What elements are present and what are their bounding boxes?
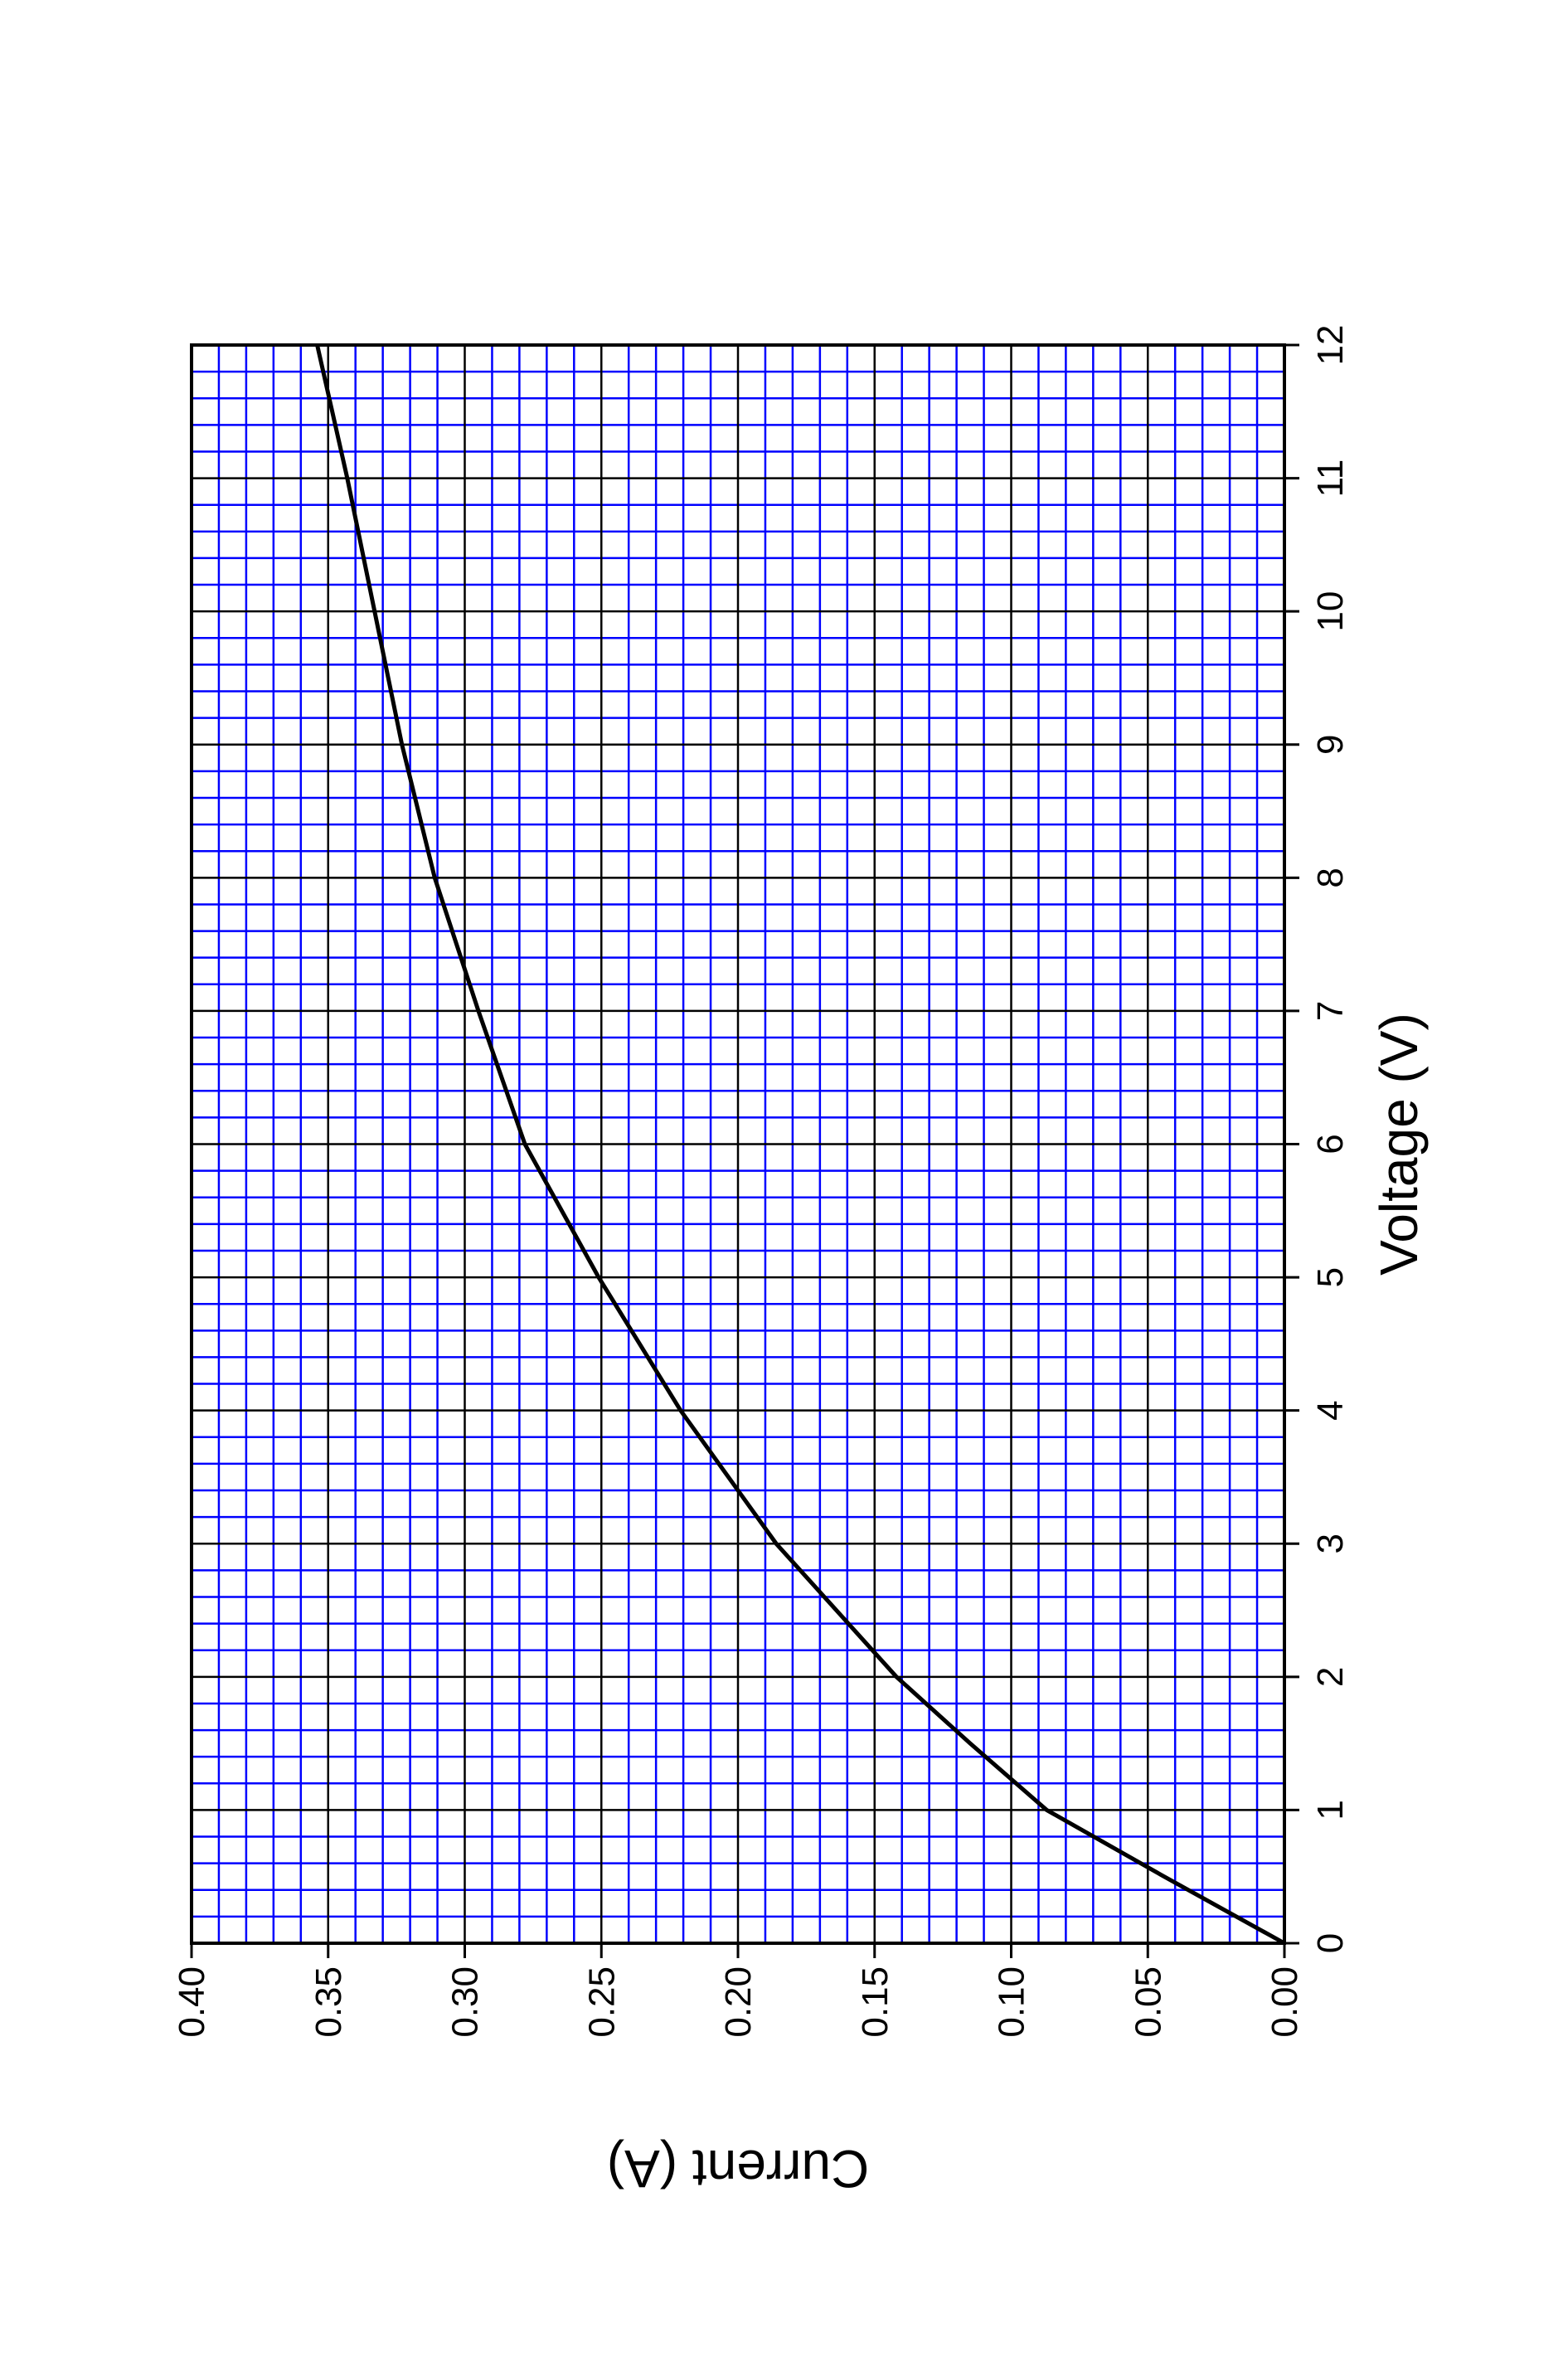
y-tick-label: 0.15 — [855, 1966, 896, 2038]
x-tick-label: 1 — [1310, 1800, 1351, 1820]
line — [315, 344, 1286, 1946]
x-tick-label: 2 — [1310, 1667, 1351, 1687]
x-tick-label: 8 — [1310, 868, 1351, 887]
y-tick-label: 0.20 — [718, 1966, 759, 2038]
x-tick-label: 12 — [1310, 325, 1351, 366]
x-tick-label: 11 — [1310, 459, 1351, 498]
x-tick-label: 5 — [1310, 1267, 1351, 1287]
x-tick-label: 4 — [1310, 1400, 1351, 1420]
y-tick-label: 0.35 — [308, 1966, 349, 2038]
x-tick-label: 7 — [1310, 1001, 1351, 1021]
x-tick-label: 6 — [1310, 1134, 1351, 1154]
x-tick-label: 0 — [1310, 1933, 1351, 1953]
y-tick-label: 0.25 — [581, 1966, 622, 2038]
x-tick-label: 10 — [1310, 591, 1351, 632]
x-tick-label: 3 — [1310, 1534, 1351, 1553]
rotated-chart: 01234567891011120.000.050.100.150.200.25… — [172, 325, 1429, 2199]
x-tick-label: 9 — [1310, 735, 1351, 755]
y-tick-label: 0.00 — [1265, 1966, 1305, 2038]
y-tick-label: 0.30 — [445, 1966, 486, 2038]
plot-frame — [190, 343, 1286, 1945]
y-tick-label: 0.05 — [1128, 1966, 1168, 2038]
y-tick-label: 0.40 — [172, 1966, 212, 2038]
y-axis-title: Current (A) — [607, 2139, 870, 2199]
y-tick-label: 0.10 — [992, 1966, 1032, 2038]
x-axis-title: Voltage (V) — [1369, 1013, 1429, 1276]
